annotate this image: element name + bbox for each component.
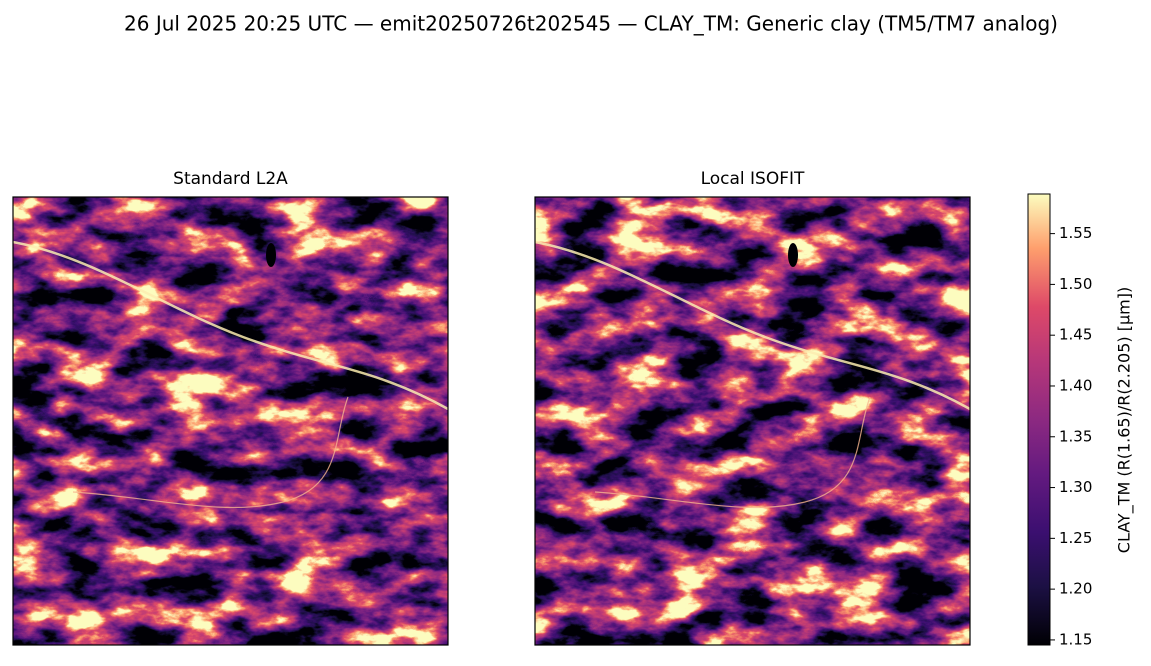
colorbar-tick-label: 1.15 <box>1059 630 1092 648</box>
lake <box>788 243 798 267</box>
colorbar-tick-label: 1.20 <box>1059 580 1092 598</box>
colorbar-tick-label: 1.55 <box>1059 224 1092 242</box>
panel-title: Local ISOFIT <box>701 169 805 189</box>
stream <box>594 396 871 509</box>
stream <box>72 396 349 509</box>
colorbar-tick-label: 1.45 <box>1059 326 1092 344</box>
panels: Standard L2A Local ISOFIT <box>12 169 971 646</box>
colorbar-tick-label: 1.50 <box>1059 275 1092 293</box>
colorbar-gradient <box>1027 193 1051 646</box>
panel-frame <box>534 196 971 646</box>
colorbar-tick-label: 1.35 <box>1059 427 1092 445</box>
colorbar-tick-label: 1.40 <box>1059 376 1092 394</box>
river <box>12 240 449 411</box>
panel-title: Standard L2A <box>173 169 288 189</box>
panel-image <box>13 197 448 645</box>
lake <box>266 243 276 267</box>
colorbar-tick-label: 1.30 <box>1059 478 1092 496</box>
colorbar: 1.15 1.20 1.25 1.30 1.35 1.40 1.45 1.50 1.55 <box>1027 193 1092 648</box>
colorbar-label: CLAY_TM (R(1.65)/R(2.205) [µm]) <box>1115 287 1135 553</box>
river <box>534 240 971 411</box>
panel-frame <box>12 196 449 646</box>
figure-title: 26 Jul 2025 20:25 UTC — emit20250726t202… <box>124 12 1058 36</box>
colorbar-tick-label: 1.25 <box>1059 529 1092 547</box>
panel-image <box>535 197 970 645</box>
